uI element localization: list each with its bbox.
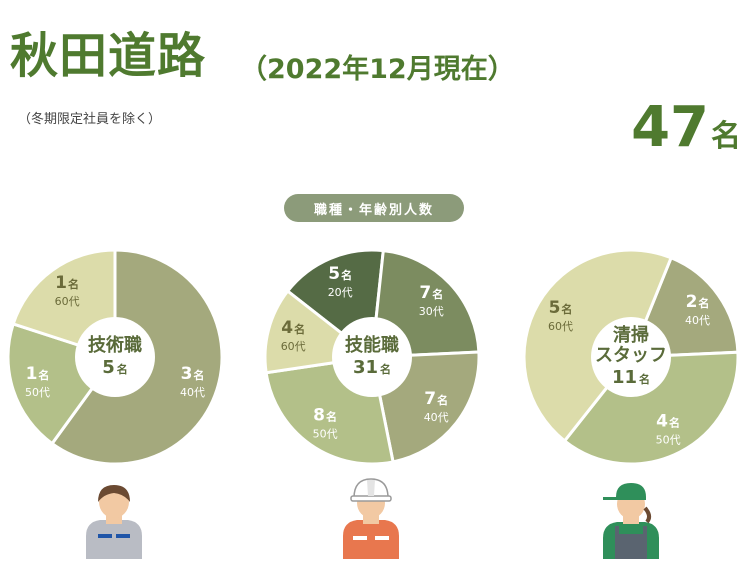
slice-age-label: 40代 bbox=[180, 386, 205, 399]
center-count: 5 bbox=[102, 357, 115, 378]
pie-slice bbox=[562, 350, 740, 466]
exclusion-note: （冬期限定社員を除く） bbox=[18, 112, 162, 127]
slice-unit: 名 bbox=[326, 410, 337, 424]
center-category-label: 清掃 bbox=[613, 324, 649, 346]
slice-count-label: 7名 bbox=[419, 283, 443, 303]
slice-age-label: 30代 bbox=[419, 305, 444, 318]
slice-count-label: 3名 bbox=[181, 364, 205, 384]
center-count-label: 11 名 bbox=[612, 367, 650, 388]
donut-hole bbox=[591, 317, 671, 397]
slice-age-label: 40代 bbox=[424, 411, 449, 424]
slice-count: 7 bbox=[424, 389, 436, 409]
slice-count-label: 8名 bbox=[313, 406, 337, 426]
center-count: 11 bbox=[612, 367, 637, 388]
section-label: 職種・年齢別人数 bbox=[284, 194, 464, 222]
center-unit: 名 bbox=[380, 362, 391, 376]
hard-hat-worker-icon bbox=[343, 478, 399, 559]
slice-unit: 名 bbox=[68, 277, 79, 291]
slice-count-label: 2名 bbox=[686, 292, 710, 312]
slice-age-label: 60代 bbox=[548, 320, 573, 333]
center-count-label: 31 名 bbox=[353, 357, 391, 378]
slice-count: 5 bbox=[549, 298, 561, 318]
donut-hole bbox=[75, 317, 155, 397]
slice-unit: 名 bbox=[437, 393, 448, 407]
slice-unit: 名 bbox=[432, 287, 443, 301]
center-category-label: 技能職 bbox=[345, 334, 399, 356]
center-unit: 名 bbox=[639, 372, 650, 386]
slice-count: 1 bbox=[26, 364, 38, 384]
slice-count: 1 bbox=[55, 273, 67, 293]
slice-unit: 名 bbox=[561, 302, 572, 316]
slice-count-label: 5名 bbox=[549, 298, 573, 318]
slice-unit: 名 bbox=[193, 368, 204, 382]
slice-unit: 名 bbox=[38, 368, 49, 382]
center-category-label: 技術職 bbox=[88, 334, 142, 356]
slice-count-label: 4名 bbox=[281, 318, 305, 338]
office-worker-icon bbox=[86, 485, 142, 559]
slice-count: 8 bbox=[313, 406, 325, 426]
page-title: 秋田道路 bbox=[10, 28, 207, 84]
slice-count-label: 1名 bbox=[26, 364, 50, 384]
slice-count: 2 bbox=[686, 292, 698, 312]
center-count: 31 bbox=[353, 357, 378, 378]
slice-count-label: 5名 bbox=[328, 264, 352, 284]
slice-age-label: 50代 bbox=[656, 434, 681, 447]
slice-count: 4 bbox=[656, 412, 668, 432]
slice-age-label: 60代 bbox=[281, 340, 306, 353]
slice-age-label: 40代 bbox=[685, 314, 710, 327]
total-number: 47 bbox=[631, 95, 709, 160]
total-unit: 名 bbox=[711, 119, 741, 154]
slice-count: 7 bbox=[419, 283, 431, 303]
slice-count: 5 bbox=[328, 264, 340, 284]
center-unit: 名 bbox=[117, 362, 128, 376]
slice-count: 4 bbox=[281, 318, 293, 338]
cleaning-staff-icon bbox=[603, 483, 659, 559]
slice-count-label: 4名 bbox=[656, 412, 680, 432]
slice-unit: 名 bbox=[341, 268, 352, 282]
slice-age-label: 50代 bbox=[25, 386, 50, 399]
slice-count-label: 7名 bbox=[424, 389, 448, 409]
center-category-label: スタッフ bbox=[595, 345, 667, 366]
slice-age-label: 50代 bbox=[313, 428, 338, 441]
donut-hole bbox=[332, 317, 412, 397]
as-of-date: （2022年12月現在） bbox=[240, 54, 515, 85]
slice-count: 3 bbox=[181, 364, 193, 384]
slice-age-label: 20代 bbox=[328, 286, 353, 299]
slice-count-label: 1名 bbox=[55, 273, 79, 293]
slice-age-label: 60代 bbox=[55, 295, 80, 308]
slice-unit: 名 bbox=[669, 416, 680, 430]
total-count: 47名 bbox=[631, 100, 741, 156]
slice-unit: 名 bbox=[698, 296, 709, 310]
slice-unit: 名 bbox=[294, 322, 305, 336]
